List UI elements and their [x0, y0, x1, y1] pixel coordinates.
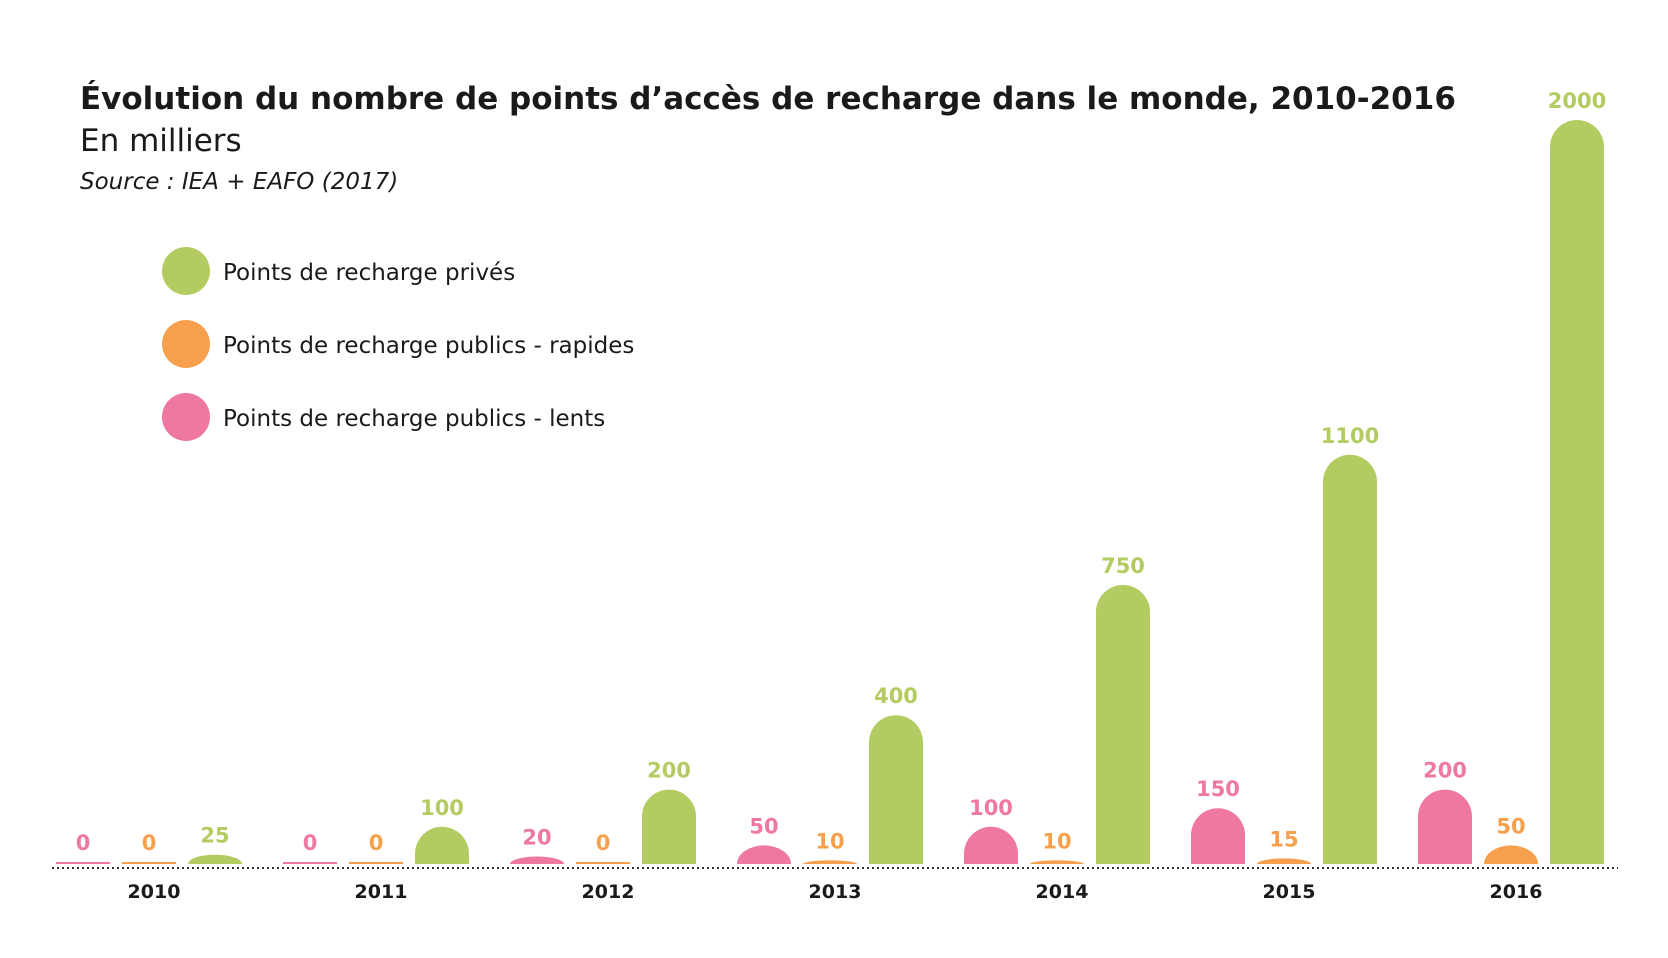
value-label-prives-2013: 400 — [874, 684, 918, 708]
legend: Points de recharge privés Points de rech… — [162, 247, 634, 441]
x-tick-2015: 2015 — [1263, 881, 1316, 903]
value-label-rapides-2012: 0 — [596, 831, 611, 855]
value-label-prives-2015: 1100 — [1321, 424, 1379, 448]
x-tick-2014: 2014 — [1036, 881, 1089, 903]
legend-label-prives: Points de recharge privés — [223, 260, 515, 286]
chart-subtitle: En milliers — [80, 123, 242, 159]
chart-source: Source : IEA + EAFO (2017) — [80, 169, 398, 195]
legend-swatch-prives — [162, 247, 210, 295]
value-label-rapides-2015: 15 — [1269, 827, 1298, 851]
bar-prives-2013 — [869, 715, 923, 864]
value-label-rapides-2014: 10 — [1042, 829, 1071, 853]
value-label-lents-2013: 50 — [749, 814, 778, 838]
chart-title: Évolution du nombre de points d’accès de… — [80, 81, 1456, 117]
value-label-prives-2010: 25 — [200, 824, 229, 848]
legend-swatch-lents — [162, 393, 210, 441]
value-label-lents-2011: 0 — [303, 831, 318, 855]
x-tick-2011: 2011 — [355, 881, 408, 903]
bar-lents-2010 — [56, 862, 110, 864]
value-label-prives-2016: 2000 — [1548, 89, 1606, 113]
value-label-lents-2014: 100 — [969, 796, 1013, 820]
x-tick-2013: 2013 — [809, 881, 862, 903]
bar-prives-2015 — [1323, 454, 1377, 864]
x-axis-ticks: 2010 2011 2012 2013 2014 2015 2016 — [128, 881, 1543, 903]
bar-rapides-2016 — [1484, 845, 1538, 864]
bar-lents-2012 — [510, 856, 564, 864]
value-label-lents-2016: 200 — [1423, 759, 1467, 783]
bar-prives-2014 — [1096, 585, 1150, 864]
legend-item-prives: Points de recharge privés — [162, 247, 515, 295]
bar-rapides-2011 — [349, 862, 403, 864]
bar-lents-2011 — [283, 862, 337, 864]
bar-rapides-2010 — [122, 862, 176, 864]
legend-label-lents: Points de recharge publics - lents — [223, 406, 605, 432]
bar-prives-2011 — [415, 826, 469, 864]
bar-rapides-2012 — [576, 862, 630, 864]
legend-item-lents: Points de recharge publics - lents — [162, 393, 605, 441]
bar-lents-2013 — [737, 845, 791, 864]
value-label-prives-2014: 750 — [1101, 554, 1145, 578]
bar-lents-2014 — [964, 826, 1018, 864]
value-label-lents-2012: 20 — [522, 826, 551, 850]
value-label-rapides-2010: 0 — [142, 831, 157, 855]
value-label-prives-2011: 100 — [420, 796, 464, 820]
value-label-rapides-2016: 50 — [1496, 814, 1525, 838]
value-label-lents-2010: 0 — [76, 831, 91, 855]
bar-prives-2016 — [1550, 120, 1604, 864]
legend-item-rapides: Points de recharge publics - rapides — [162, 320, 634, 368]
value-label-rapides-2013: 10 — [815, 829, 844, 853]
x-tick-2010: 2010 — [128, 881, 181, 903]
bar-prives-2010 — [188, 854, 242, 864]
x-tick-2016: 2016 — [1490, 881, 1543, 903]
value-label-rapides-2011: 0 — [369, 831, 384, 855]
bars-layer — [56, 120, 1604, 864]
bar-rapides-2014 — [1030, 860, 1084, 864]
bar-rapides-2015 — [1257, 858, 1311, 864]
bar-lents-2016 — [1418, 789, 1472, 864]
bar-prives-2012 — [642, 789, 696, 864]
legend-swatch-rapides — [162, 320, 210, 368]
legend-label-rapides: Points de recharge publics - rapides — [223, 333, 634, 359]
x-tick-2012: 2012 — [582, 881, 635, 903]
value-label-prives-2012: 200 — [647, 759, 691, 783]
bar-lents-2015 — [1191, 808, 1245, 864]
bar-rapides-2013 — [803, 860, 857, 864]
value-label-lents-2015: 150 — [1196, 777, 1240, 801]
